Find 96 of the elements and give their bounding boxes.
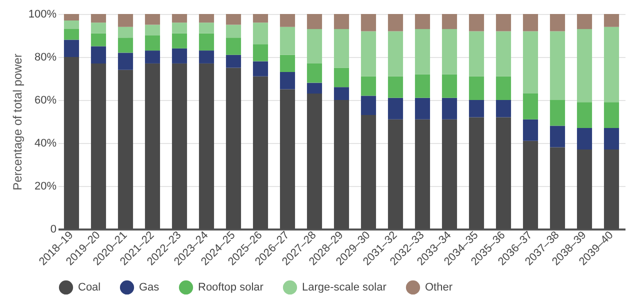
bar [226, 14, 242, 25]
legend-label: Gas [139, 281, 160, 294]
bar [334, 14, 350, 30]
legend-label: Coal [78, 281, 101, 294]
bar [118, 14, 134, 27]
bar [252, 22, 268, 44]
bar [198, 22, 214, 34]
bar [604, 128, 620, 150]
bar [172, 48, 188, 64]
bar [576, 29, 592, 102]
y-axis-title: Percentage of total power [10, 54, 24, 190]
bar [306, 63, 322, 83]
bar [198, 14, 214, 23]
bar [550, 126, 566, 148]
bar [496, 31, 512, 76]
bar [64, 29, 80, 40]
bar [388, 14, 404, 32]
bar [360, 96, 376, 116]
bar [414, 98, 430, 120]
bar [604, 26, 620, 102]
bar [468, 14, 484, 32]
y-tick-label: 40% [34, 138, 57, 150]
bar [442, 74, 458, 98]
y-tick-label: 100% [28, 8, 57, 20]
y-tick-label: 20% [34, 180, 57, 192]
bar [522, 94, 538, 120]
bar [576, 128, 592, 150]
bar [576, 102, 592, 128]
bar [576, 14, 592, 30]
bar [604, 14, 620, 27]
bar [226, 54, 242, 68]
bar [64, 40, 80, 57]
bar [306, 14, 322, 30]
bar [388, 98, 404, 120]
bar [604, 102, 620, 128]
bar [90, 14, 106, 23]
legend-label: Rooftop solar [198, 281, 264, 294]
bar [64, 14, 80, 20]
bar [172, 22, 188, 34]
bar [172, 14, 188, 23]
bar [334, 29, 350, 68]
bar [442, 98, 458, 120]
bar [306, 29, 322, 64]
bar [226, 24, 242, 38]
bar [252, 14, 268, 23]
bar [280, 54, 296, 72]
bar [360, 76, 376, 96]
y-tick-label: 0 [50, 224, 56, 236]
bar [280, 26, 296, 55]
bar [118, 38, 134, 53]
bar [198, 33, 214, 51]
bar [496, 100, 512, 118]
bar [388, 76, 404, 98]
bar [522, 119, 538, 141]
bar [64, 20, 80, 30]
bar [414, 29, 430, 74]
bar [90, 33, 106, 46]
bar [360, 14, 376, 32]
bar [334, 87, 350, 100]
bar [468, 31, 484, 76]
bar [550, 31, 566, 100]
bar [496, 76, 512, 100]
bar [144, 50, 160, 64]
bar [522, 31, 538, 94]
bar [550, 14, 566, 32]
bar [280, 14, 296, 27]
legend-label: Other [425, 281, 453, 294]
bar [550, 100, 566, 126]
bar [360, 31, 376, 76]
bar [252, 61, 268, 76]
bar [388, 31, 404, 76]
bar [198, 50, 214, 64]
bar [522, 14, 538, 32]
bar [414, 14, 430, 30]
bar [118, 26, 134, 38]
bar [442, 29, 458, 74]
bar [496, 14, 512, 32]
bar [90, 46, 106, 64]
bar [144, 36, 160, 51]
bar [144, 24, 160, 36]
y-tick-label: 80% [34, 52, 57, 64]
bar [414, 74, 430, 98]
bar [280, 72, 296, 90]
bar [172, 33, 188, 48]
bar [468, 76, 484, 100]
legend-label: Large-scale solar [302, 281, 387, 294]
bar [90, 22, 106, 34]
bar [118, 52, 134, 70]
bar [468, 100, 484, 118]
bar [334, 68, 350, 88]
bar [442, 14, 458, 30]
bar [306, 82, 322, 94]
bar [226, 38, 242, 55]
bar [144, 14, 160, 25]
y-tick-label: 60% [34, 94, 57, 106]
bar [252, 44, 268, 62]
